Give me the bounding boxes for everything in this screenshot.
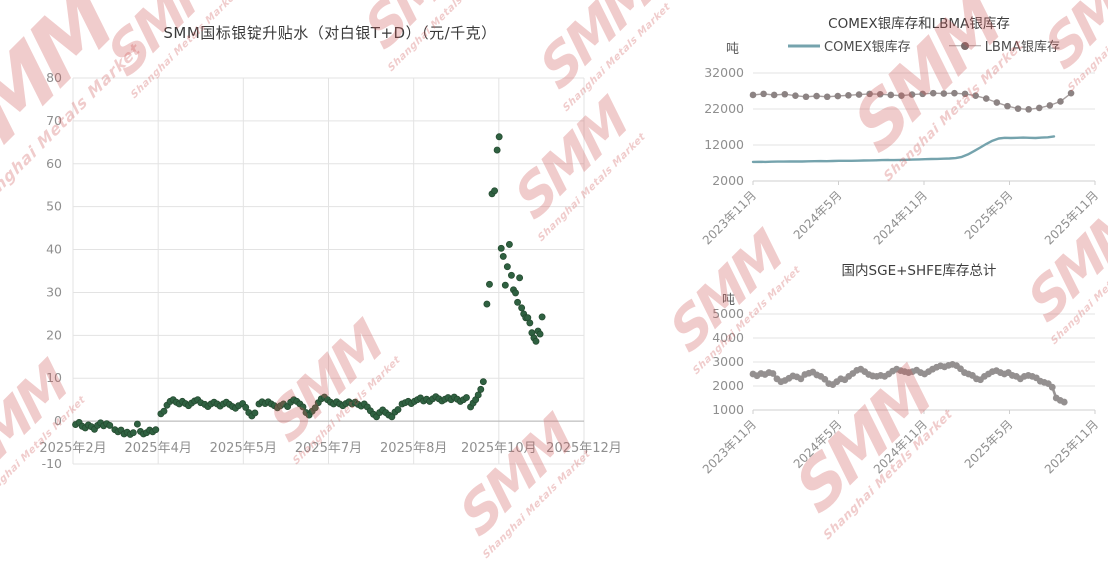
svg-text:4000: 4000 xyxy=(712,330,744,345)
svg-text:2025年5月: 2025年5月 xyxy=(962,188,1016,242)
svg-text:2024年5月: 2024年5月 xyxy=(791,188,845,242)
sge-shfe-canvas: 1000 2000 3000 4000 5000 2023年11月 2024年5月 2024年… xyxy=(700,306,1101,476)
svg-text:20: 20 xyxy=(46,327,62,342)
svg-text:2025年12月: 2025年12月 xyxy=(546,441,622,456)
premium-canvas: -10 0 10 20 30 40 50 60 70 80 2025年2月 2025年4月 2025年5… xyxy=(39,70,622,471)
svg-text:2024年5月: 2024年5月 xyxy=(791,417,845,471)
legend-label-lbma: LBMA银库存 xyxy=(984,40,1060,55)
svg-text:2025年7月: 2025年7月 xyxy=(295,441,362,456)
comex-lbma-chart-title: COMEX银库存和LBMA银库存 xyxy=(828,16,1010,32)
svg-text:2000: 2000 xyxy=(712,378,744,393)
svg-text:2025年4月: 2025年4月 xyxy=(124,441,191,456)
premium-chart: SMM国标银锭升贴水（对白银T+D）（元/千克） -10 0 10 20 30 40 50 6… xyxy=(39,24,622,471)
svg-text:2025年11月: 2025年11月 xyxy=(1042,417,1101,476)
comex-line-swatch xyxy=(788,41,821,50)
svg-text:2024年11月: 2024年11月 xyxy=(871,417,930,476)
svg-text:10: 10 xyxy=(46,370,62,385)
svg-text:30: 30 xyxy=(46,284,62,299)
svg-text:1000: 1000 xyxy=(712,402,744,417)
svg-text:2025年5月: 2025年5月 xyxy=(210,441,277,456)
sge-shfe-chart: 国内SGE+SHFE库存总计 吨 1000 2000 3000 4000 5000 202… xyxy=(660,247,1108,495)
lbma-line-swatch xyxy=(948,41,981,50)
svg-text:22000: 22000 xyxy=(704,101,744,116)
svg-text:12000: 12000 xyxy=(704,137,744,152)
svg-text:3000: 3000 xyxy=(712,354,744,369)
svg-text:40: 40 xyxy=(46,242,62,257)
svg-text:2000: 2000 xyxy=(712,173,744,188)
comex-lbma-unit-label: 吨 xyxy=(726,42,740,57)
legend-label-comex: COMEX银库存 xyxy=(824,40,911,55)
comex-lbma-chart: COMEX银库存和LBMA银库存 吨 COMEX银库存 LBMA银库存 2000… xyxy=(660,0,1108,247)
svg-text:2025年5月: 2025年5月 xyxy=(962,417,1016,471)
legend-item-comex[interactable]: COMEX银库存 xyxy=(788,36,911,55)
svg-text:-10: -10 xyxy=(42,456,62,471)
svg-text:0: 0 xyxy=(54,413,62,428)
sge-shfe-unit-label: 吨 xyxy=(722,293,736,308)
svg-text:2025年10月: 2025年10月 xyxy=(461,441,537,456)
svg-text:2025年2月: 2025年2月 xyxy=(39,441,106,456)
svg-text:2023年11月: 2023年11月 xyxy=(700,417,759,476)
legend-item-lbma[interactable]: LBMA银库存 xyxy=(948,36,1060,55)
svg-text:32000: 32000 xyxy=(704,65,744,80)
comex-lbma-legend: COMEX银库存 LBMA银库存 xyxy=(753,36,1095,55)
svg-text:2023年11月: 2023年11月 xyxy=(700,188,759,247)
sge-shfe-chart-title: 国内SGE+SHFE库存总计 xyxy=(841,263,997,279)
svg-text:5000: 5000 xyxy=(712,306,744,321)
comex-lbma-canvas: 2000 12000 22000 32000 2023年11月 2024年5月 2024年1… xyxy=(700,65,1101,247)
svg-text:70: 70 xyxy=(46,113,62,128)
svg-text:2025年11月: 2025年11月 xyxy=(1042,188,1101,247)
svg-text:80: 80 xyxy=(46,70,62,85)
svg-text:2024年11月: 2024年11月 xyxy=(871,188,930,247)
svg-text:60: 60 xyxy=(46,156,62,171)
premium-chart-title: SMM国标银锭升贴水（对白银T+D）（元/千克） xyxy=(163,24,497,42)
svg-text:50: 50 xyxy=(46,199,62,214)
svg-text:2025年8月: 2025年8月 xyxy=(380,441,447,456)
